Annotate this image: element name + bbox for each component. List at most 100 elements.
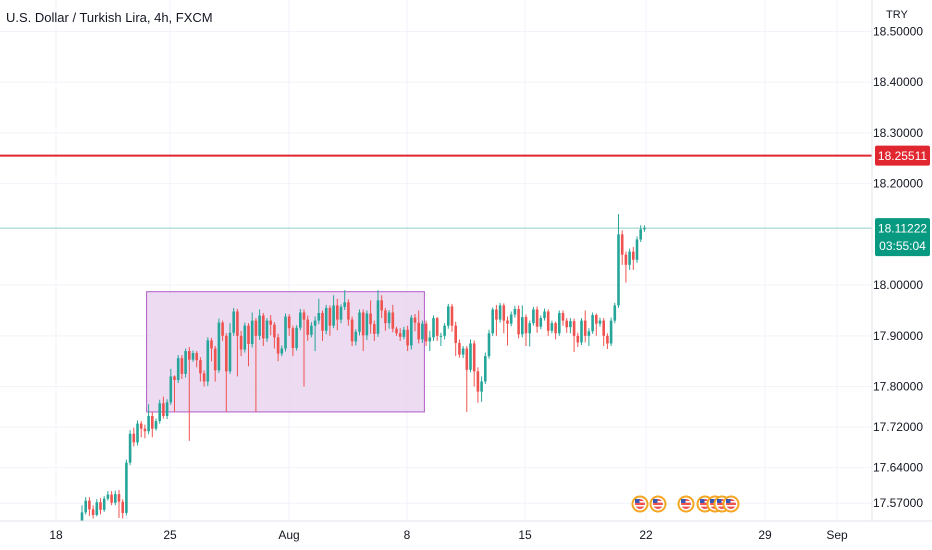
time-tick-label: 15 [518,528,532,542]
candle-body [524,317,528,334]
candle-body [532,309,535,324]
candle-body [576,335,580,343]
us-flag-canton [726,499,731,503]
time-tick-label: Sep [826,528,848,542]
candle [125,459,128,516]
candle [350,316,354,346]
candle-body [384,310,387,324]
candle [247,323,250,367]
candle [598,317,602,327]
candle-body [121,501,124,513]
chart-title: U.S. Dollar / Turkish Lira, 4h, FXCM [6,10,213,25]
candle [128,430,132,466]
candle-body [373,324,376,334]
candle-body [587,331,591,336]
currency-label: TRY [886,9,908,21]
candle-body [128,433,132,463]
candle [546,309,550,336]
candle [324,304,328,335]
candle-body [469,343,472,370]
event-marker [677,495,695,513]
candle [521,305,524,338]
candle [402,326,406,340]
candle [509,311,513,327]
candle [162,396,165,419]
candle-body [213,348,217,371]
candle [410,315,413,350]
candles-layer [80,214,646,521]
candle-body [184,351,187,374]
candle-body [521,317,524,335]
candle-body [428,337,432,342]
candle [491,307,494,336]
candle-body [487,333,491,357]
candle-body [273,324,276,338]
candle [384,307,387,331]
candle [561,310,565,326]
price-tick-label: 18.20000 [873,177,923,191]
candle [583,310,587,343]
event-marker [649,495,667,513]
candle-body [354,331,358,342]
candle [480,376,483,402]
candle-body [558,313,561,334]
event-markers [631,495,740,513]
us-flag-stripe [653,501,663,503]
candle [210,337,213,362]
candle [332,295,335,329]
candle-body [250,320,254,344]
candle-body [635,239,639,260]
candle [299,308,302,331]
us-flag-canton [700,499,705,503]
candle-body [95,502,99,515]
candle [373,320,376,341]
candle-body [284,316,287,349]
candle-body [513,308,517,315]
us-flag-canton [717,499,722,503]
candle-body [324,307,328,331]
candle-body [517,308,520,335]
candle-body [328,307,332,326]
candle [495,304,498,336]
candle-body [217,322,221,371]
candle-body [343,302,346,307]
candle-body [580,320,583,343]
candle [265,318,269,342]
candle-body [336,305,339,320]
candle [487,329,491,359]
candle-body [139,423,143,429]
candle [369,300,372,334]
candle [317,298,321,325]
candle [469,339,472,373]
candle [280,345,284,357]
candle [347,299,350,326]
candle-body [302,312,306,320]
candle [365,310,369,340]
candle [176,355,180,384]
candle [506,316,509,346]
candle-body [147,415,150,432]
price-labels: 18.25511 18.11222 03:55:04 [875,145,930,257]
price-axis[interactable]: 17.57000 17.64000 17.72000 17.80000 17.90000… [873,24,923,510]
event-marker [722,495,740,513]
candle-body [210,340,213,349]
candle-body [447,306,450,326]
candle [199,357,202,382]
candle-body [369,313,372,325]
time-axis[interactable]: 18 25 Aug 8 15 22 29 Sep [49,528,848,542]
price-tick-label: 17.80000 [873,380,923,394]
candle [343,290,346,310]
candle-body [565,320,568,328]
candle [513,305,517,318]
candle [387,309,391,329]
candle-body [495,309,498,320]
candle [532,306,535,326]
candle [184,348,187,378]
candle [154,418,158,431]
candle [173,375,176,412]
candle [465,345,469,412]
us-flag-stripe [726,505,736,507]
price-tick-label: 17.90000 [873,329,923,343]
time-tick-label: Aug [278,528,299,542]
